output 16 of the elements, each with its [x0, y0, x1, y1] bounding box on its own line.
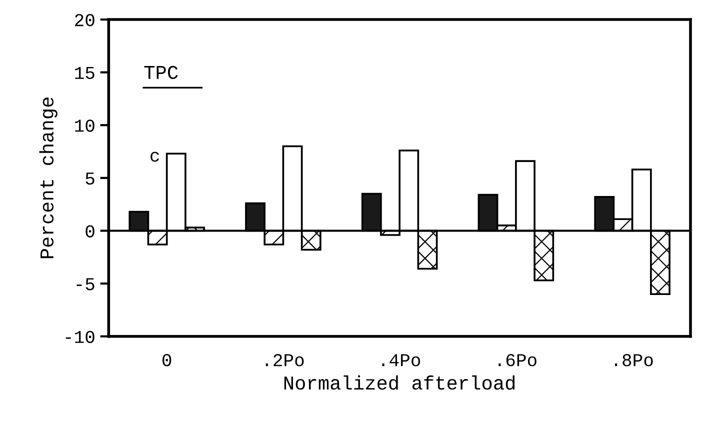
y-tick-label: 15 — [75, 66, 94, 80]
y-tick-label: 0 — [86, 225, 94, 238]
x-axis-title: Normalized afterload — [284, 375, 515, 390]
y-tick-label: 10 — [75, 120, 94, 132]
y-tick-label: 20 — [75, 14, 94, 26]
x-tick-label: .4Po — [382, 354, 420, 366]
x-tick-label: .6Po — [498, 354, 536, 366]
y-tick-label: -10 — [66, 330, 94, 344]
y-axis-title: Percent change — [39, 98, 58, 258]
y-tick-label: 5 — [86, 172, 94, 185]
annotation: TPC — [144, 66, 178, 80]
y-tick-label: -5 — [76, 278, 94, 290]
x-tick-label: .2Po — [266, 354, 304, 366]
x-tick-label: .8Po — [615, 354, 653, 366]
annotation: c — [150, 152, 159, 162]
x-tick-label: 0 — [162, 354, 172, 366]
